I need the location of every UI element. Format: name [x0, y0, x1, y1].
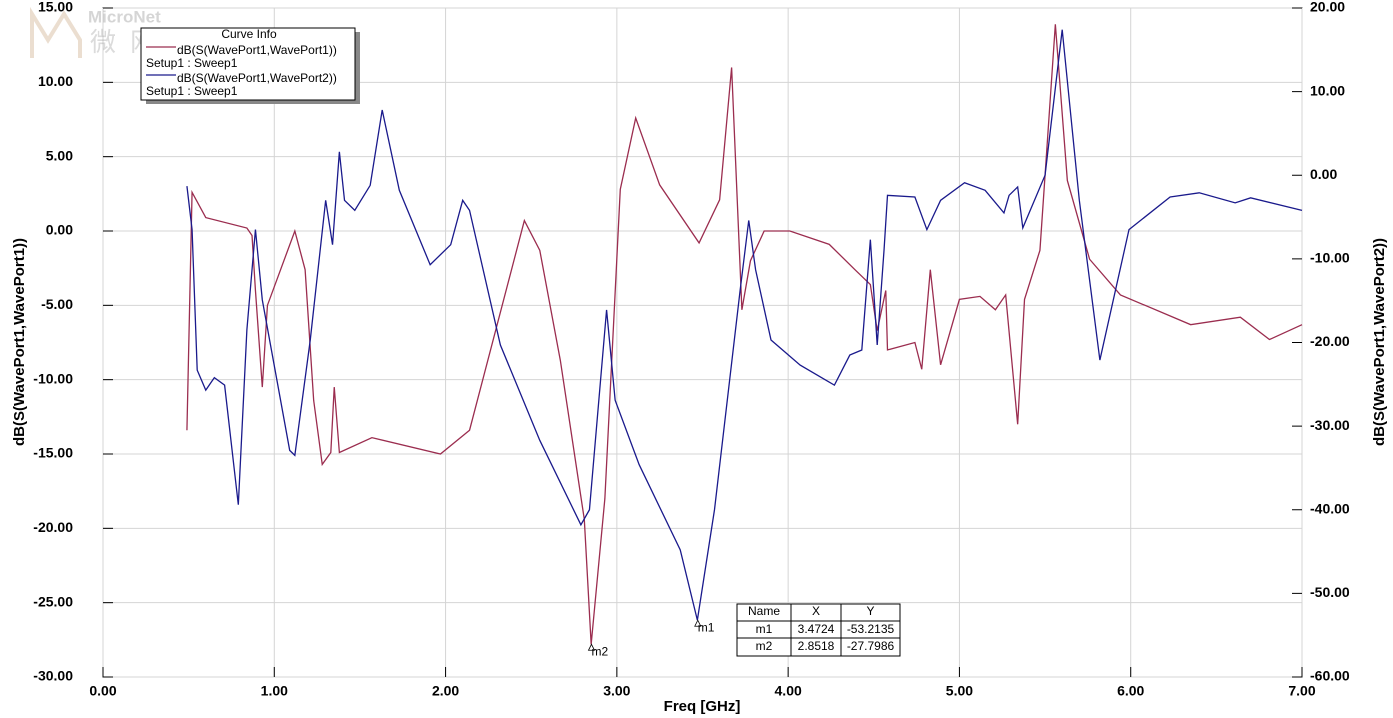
- legend-setup: Setup1 : Sweep1: [146, 56, 238, 70]
- y-tick-label: -30.00: [33, 668, 73, 684]
- y2-tick-label: -60.00: [1310, 668, 1350, 684]
- y2-tick-label: -40.00: [1310, 500, 1350, 516]
- marker-table-cell: m2: [756, 639, 773, 653]
- x-tick-label: 5.00: [946, 683, 973, 699]
- x-axis-label: Freq [GHz]: [664, 698, 741, 715]
- marker-point: [587, 643, 596, 651]
- watermark-text: MicroNet: [88, 7, 161, 26]
- y-tick-label: -10.00: [33, 370, 73, 386]
- y2-tick-label: -30.00: [1310, 417, 1350, 433]
- marker-table-header: X: [812, 604, 820, 618]
- marker-table-header: Y: [866, 604, 874, 618]
- y-tick-label: -25.00: [33, 593, 73, 609]
- marker-table-cell: 2.8518: [798, 639, 835, 653]
- series-line: [186, 29, 1303, 621]
- plot-area: [102, 7, 1303, 678]
- y-tick-label: 15.00: [38, 0, 73, 15]
- y2-tick-label: 10.00: [1310, 82, 1345, 98]
- marker-table-cell: -53.2135: [847, 622, 895, 636]
- marker-table-header: Name: [748, 604, 780, 618]
- marker-table: Name X Ym1 3.4724 -53.2135 m2 2.8518 -27.7986: [736, 603, 901, 657]
- y-tick-label: -20.00: [33, 519, 73, 535]
- marker-point: [694, 619, 702, 627]
- x-tick-label: 6.00: [1117, 683, 1144, 699]
- legend-label: dB(S(WavePort1,WavePort1)): [177, 43, 337, 57]
- legend-label: dB(S(WavePort1,WavePort2)): [177, 71, 337, 85]
- y-tick-label: -15.00: [33, 445, 73, 461]
- y-axis-label: dB(S(WavePort1,WavePort1)): [11, 238, 28, 446]
- x-tick-label: 7.00: [1288, 683, 1315, 699]
- y2-axis-label: dB(S(WavePort1,WavePort2)): [1371, 238, 1388, 446]
- marker-table-cell: -27.7986: [847, 639, 895, 653]
- y2-tick-label: -10.00: [1310, 250, 1350, 266]
- y-tick-label: 0.00: [46, 222, 73, 238]
- legend: Curve Info dB(S(WavePort1,WavePort1))Set…: [140, 27, 360, 104]
- y-tick-label: 10.00: [38, 73, 73, 89]
- y2-tick-label: 20.00: [1310, 0, 1345, 15]
- x-tick-label: 4.00: [775, 683, 802, 699]
- marker-table-box: [736, 603, 901, 657]
- x-tick-label: 0.00: [89, 683, 116, 699]
- y2-tick-label: -50.00: [1310, 584, 1350, 600]
- marker-table-cell: 3.4724: [798, 622, 835, 636]
- marker-label: m1: [698, 620, 715, 634]
- legend-title: Curve Info: [221, 27, 277, 41]
- y-tick-label: -5.00: [41, 296, 73, 312]
- series-line: [186, 24, 1303, 645]
- marker-label: m2: [591, 644, 608, 658]
- legend-setup: Setup1 : Sweep1: [146, 84, 238, 98]
- x-tick-label: 3.00: [603, 683, 630, 699]
- y2-tick-label: -20.00: [1310, 333, 1350, 349]
- y2-tick-label: 0.00: [1310, 166, 1337, 182]
- y-tick-label: 5.00: [46, 147, 73, 163]
- legend-box: [140, 27, 356, 101]
- marker-table-cell: m1: [756, 622, 773, 636]
- x-tick-label: 2.00: [432, 683, 459, 699]
- x-tick-label: 1.00: [261, 683, 288, 699]
